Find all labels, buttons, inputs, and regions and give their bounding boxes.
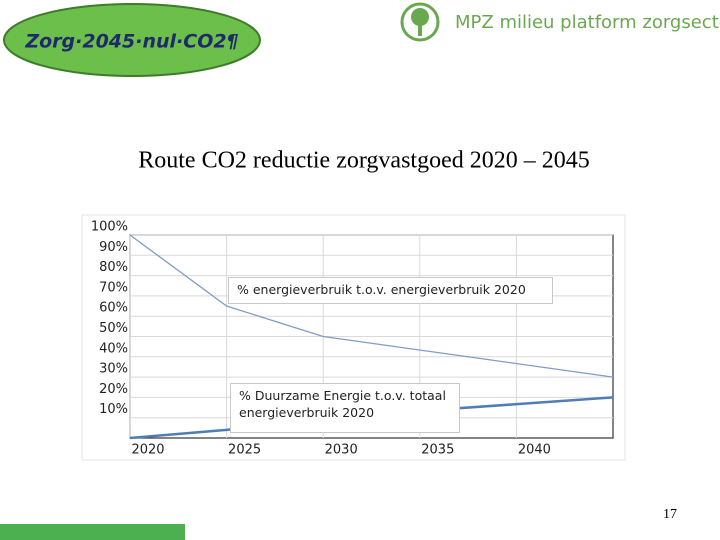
y-tick-label: 70% — [99, 280, 128, 295]
logo-icon — [400, 2, 440, 42]
series-label: % Duurzame Energie t.o.v. totaal energie… — [230, 383, 460, 433]
series-label: % energieverbruik t.o.v. energieverbruik… — [228, 277, 553, 304]
y-tick-label: 80% — [99, 260, 128, 275]
x-tick-label: 2025 — [228, 443, 261, 458]
badge-shape — [3, 3, 261, 77]
y-tick-label: 90% — [99, 240, 128, 255]
y-tick-label: 100% — [91, 220, 128, 235]
x-tick-label: 2040 — [518, 443, 551, 458]
y-tick-label: 20% — [99, 382, 128, 397]
series-line — [129, 234, 614, 378]
badge: Zorg·2045·nul·CO2¶ — [24, 31, 238, 53]
y-tick-label: 60% — [99, 301, 128, 316]
logo-icon — [411, 8, 429, 26]
x-tick-label: 2035 — [421, 443, 454, 458]
y-tick-label: 50% — [99, 321, 128, 336]
y-tick-label: 30% — [99, 362, 128, 377]
y-tick-label: 10% — [99, 402, 128, 417]
page-number: 17 — [663, 507, 677, 522]
logo-text: MPZ milieu platform zorgsector — [455, 12, 720, 33]
chart-title: Route CO2 reductie zorgvastgoed 2020 – 2… — [138, 148, 589, 174]
x-tick-label: 2030 — [325, 443, 358, 458]
y-tick-label: 40% — [99, 341, 128, 356]
x-tick-label: 2020 — [131, 443, 164, 458]
footer-bar — [0, 524, 185, 540]
logo-icon — [418, 22, 422, 36]
